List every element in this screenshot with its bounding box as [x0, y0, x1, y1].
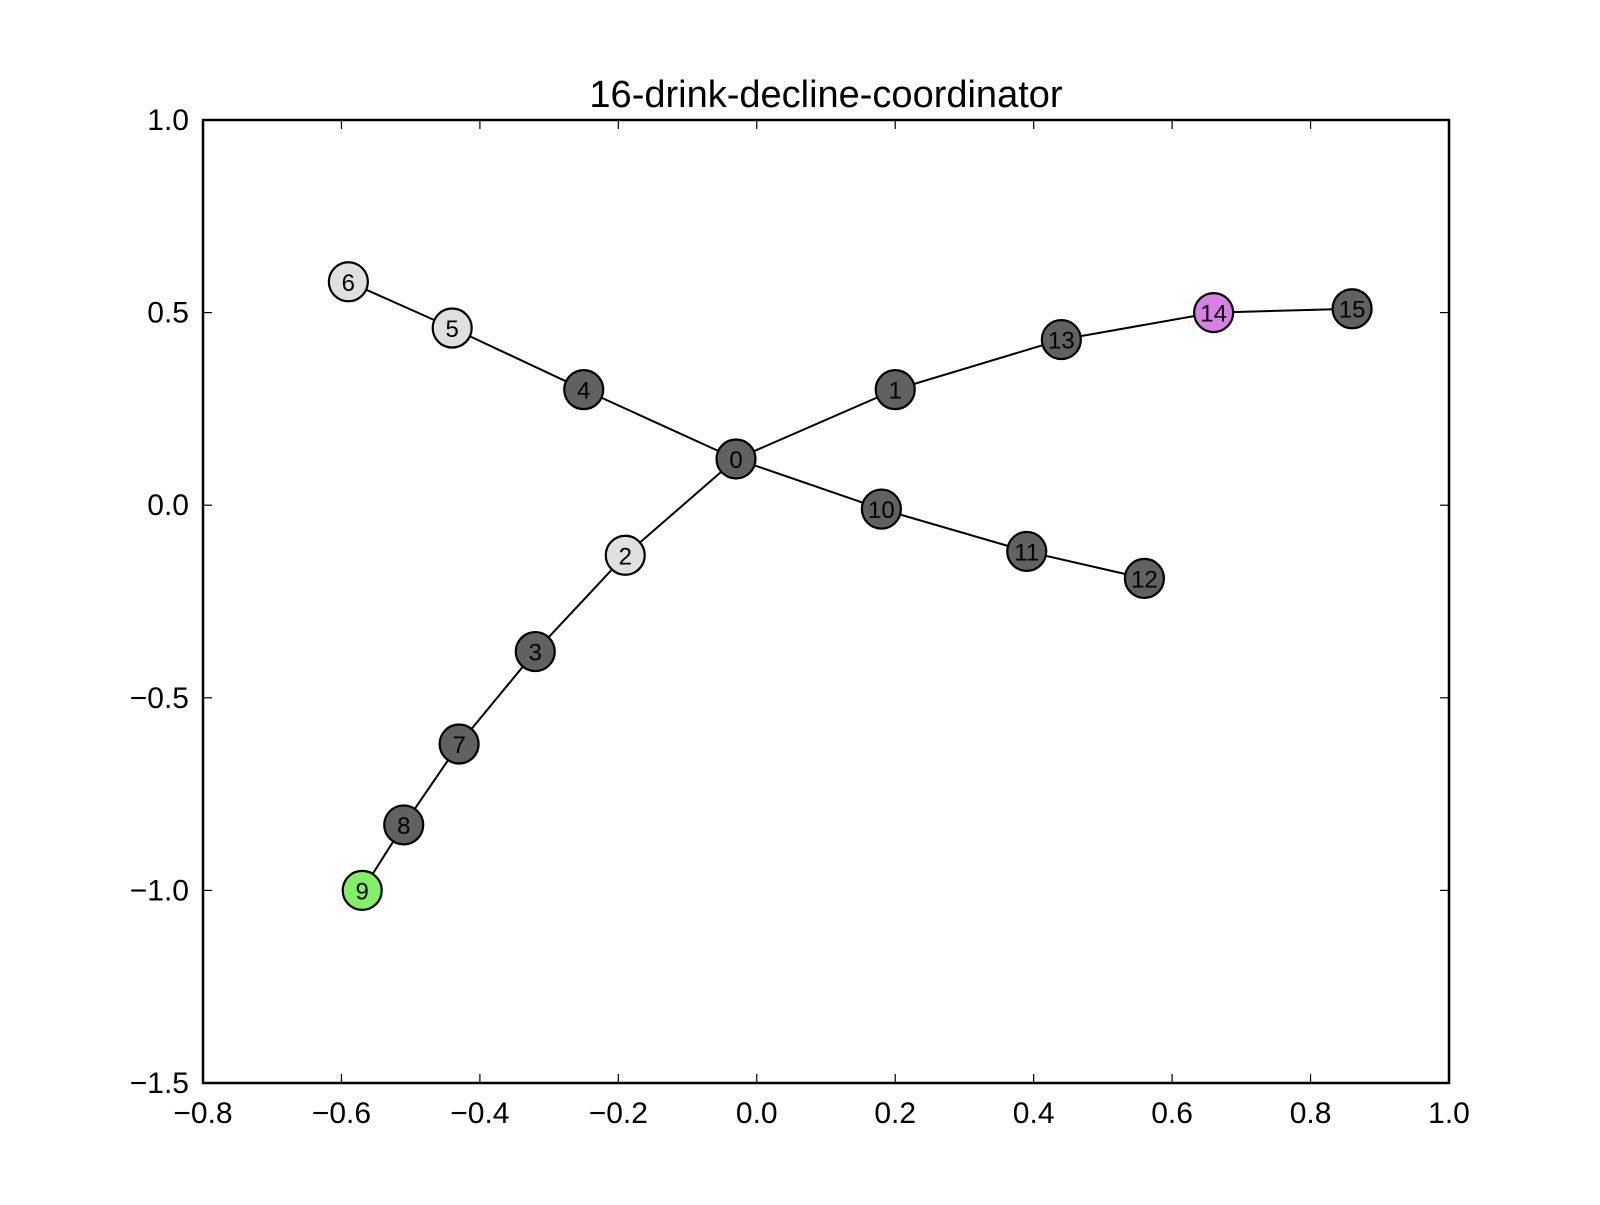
node-label: 2 [619, 543, 632, 570]
x-tick-label: −0.8 [173, 1097, 232, 1130]
node-8: 8 [383, 804, 425, 846]
edge-14-15 [1213, 307, 1353, 314]
node-circle [1331, 288, 1373, 330]
node-label: 3 [529, 640, 542, 667]
x-tick-label: −0.2 [589, 1097, 648, 1130]
node-label: 10 [868, 497, 895, 524]
node-0: 0 [715, 438, 757, 480]
node-label: 15 [1339, 297, 1366, 324]
node-7: 7 [438, 723, 480, 765]
node-9: 9 [341, 869, 383, 912]
chart-title: 16-drink-decline-coordinator [589, 74, 1062, 116]
node-circle [438, 723, 480, 765]
axis-ticks: −0.8 −0.6 −0.4 −0.2 0.0 0.2 0.4 0.6 0.8 1.0 1.0 0.5… [130, 104, 1470, 1130]
node-15: 15 [1331, 288, 1373, 330]
y-tick-label: −0.5 [130, 682, 189, 715]
node-1: 1 [874, 369, 916, 411]
x-tick-label: 1.0 [1428, 1097, 1470, 1130]
node-circle [604, 534, 646, 576]
x-tick-label: 0.2 [874, 1097, 916, 1130]
node-label: 9 [356, 878, 369, 905]
node-label: 4 [577, 378, 590, 405]
edge-4-5 [451, 327, 585, 391]
node-circle [514, 630, 556, 673]
x-tick-label: −0.6 [312, 1097, 371, 1130]
x-tick-label: 0.0 [736, 1097, 778, 1130]
y-tick-label: −1.5 [130, 1067, 189, 1100]
node-circle [563, 369, 605, 411]
node-circle [383, 804, 425, 846]
edge-2-3 [534, 554, 626, 653]
node-2: 2 [604, 534, 646, 576]
y-tick-label: 0.0 [147, 489, 189, 522]
node-circle [715, 438, 757, 480]
node-3: 3 [514, 630, 556, 673]
node-label: 5 [446, 316, 459, 343]
node-6: 6 [327, 261, 369, 303]
node-12: 12 [1123, 557, 1166, 599]
graph-edges [347, 280, 1353, 891]
y-tick-label: −1.0 [130, 874, 189, 907]
x-tick-label: 0.8 [1290, 1097, 1332, 1130]
node-circle [341, 869, 383, 912]
y-tick-label: 1.0 [147, 104, 189, 137]
node-5: 5 [431, 307, 473, 349]
edge-0-1 [735, 388, 896, 460]
node-label: 1 [889, 378, 902, 405]
edge-0-4 [583, 388, 737, 460]
edge-0-10 [735, 458, 882, 510]
node-circle [1006, 530, 1048, 573]
node-circle [1040, 318, 1082, 361]
node-13: 13 [1040, 318, 1082, 361]
node-label: 7 [452, 732, 465, 759]
node-label: 11 [1014, 539, 1039, 566]
node-circle [431, 307, 473, 349]
node-label: 14 [1200, 301, 1227, 328]
x-tick-label: −0.4 [450, 1097, 509, 1130]
node-label: 8 [397, 813, 410, 840]
node-11: 11 [1006, 530, 1048, 573]
x-tick-label: 0.4 [1013, 1097, 1055, 1130]
node-label: 0 [729, 447, 742, 474]
x-tick-label: 0.6 [1151, 1097, 1193, 1130]
node-label: 12 [1131, 566, 1158, 593]
node-circle [874, 369, 916, 411]
node-4: 4 [563, 369, 605, 411]
node-14: 14 [1193, 292, 1235, 334]
node-10: 10 [860, 488, 902, 530]
plot-frame [201, 118, 1451, 1085]
node-circle [860, 488, 902, 530]
y-tick-label: 0.5 [147, 297, 189, 330]
edge-13-14 [1061, 311, 1214, 341]
node-circle [1193, 292, 1235, 334]
edge-10-11 [881, 508, 1028, 553]
node-circle [327, 261, 369, 303]
node-circle [1123, 557, 1166, 599]
edge-1-13 [894, 338, 1062, 391]
node-label: 13 [1048, 328, 1075, 355]
node-label: 6 [342, 270, 355, 297]
edge-0-2 [624, 458, 737, 557]
